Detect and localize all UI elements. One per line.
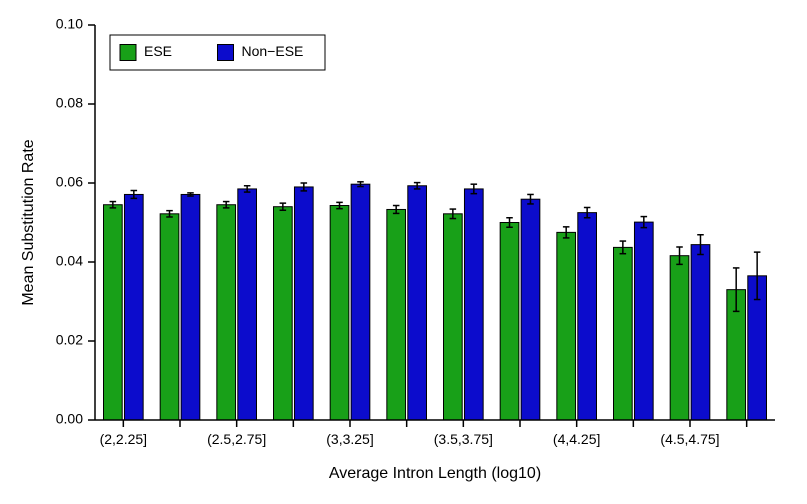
bar-ese bbox=[670, 256, 689, 420]
bar-ese bbox=[274, 207, 293, 420]
x-tick-label: (3.5,3.75] bbox=[434, 431, 493, 447]
x-tick-label: (4,4.25] bbox=[553, 431, 600, 447]
bar-ese bbox=[160, 214, 179, 420]
y-tick-label: 0.04 bbox=[56, 253, 83, 269]
legend-swatch bbox=[120, 45, 136, 61]
bar-non-ese bbox=[408, 186, 427, 420]
bar-non-ese bbox=[691, 245, 710, 420]
bar-non-ese bbox=[578, 213, 597, 420]
legend-label: ESE bbox=[144, 43, 172, 59]
y-axis-label: Mean Substitution Rate bbox=[20, 139, 37, 305]
bar-non-ese bbox=[634, 222, 653, 420]
y-tick-label: 0.10 bbox=[56, 16, 83, 32]
bar-ese bbox=[557, 232, 576, 420]
x-tick-label: (3,3.25] bbox=[326, 431, 373, 447]
x-tick-label: (4.5,4.75] bbox=[660, 431, 719, 447]
bar-ese bbox=[614, 247, 633, 420]
bar-non-ese bbox=[181, 194, 200, 420]
bar-non-ese bbox=[124, 194, 143, 420]
substitution-rate-bar-chart: 0.00 0.02 0.04 0.06 0.08 0.10 Mean Substitutio… bbox=[0, 0, 807, 504]
y-tick-label: 0.06 bbox=[56, 174, 83, 190]
bar-non-ese bbox=[521, 199, 540, 420]
bar-ese bbox=[217, 205, 236, 420]
bar-ese bbox=[500, 223, 519, 421]
x-tick-label: (2.5,2.75] bbox=[207, 431, 266, 447]
x-tick-label: (2,2.25] bbox=[100, 431, 147, 447]
x-axis-label: Average Intron Length (log10) bbox=[329, 465, 541, 482]
bar-non-ese bbox=[238, 189, 257, 420]
y-tick-label: 0.08 bbox=[56, 95, 83, 111]
bar-ese bbox=[330, 206, 349, 420]
legend-label: Non−ESE bbox=[242, 43, 304, 59]
bar-ese bbox=[444, 214, 463, 420]
bar-ese bbox=[104, 205, 123, 420]
legend-swatch bbox=[218, 45, 234, 61]
bar-non-ese bbox=[294, 187, 313, 420]
bar-ese bbox=[387, 209, 406, 420]
bar-non-ese bbox=[351, 184, 370, 420]
bar-non-ese bbox=[464, 189, 483, 420]
y-tick-label: 0.00 bbox=[56, 411, 83, 427]
y-tick-label: 0.02 bbox=[56, 332, 83, 348]
